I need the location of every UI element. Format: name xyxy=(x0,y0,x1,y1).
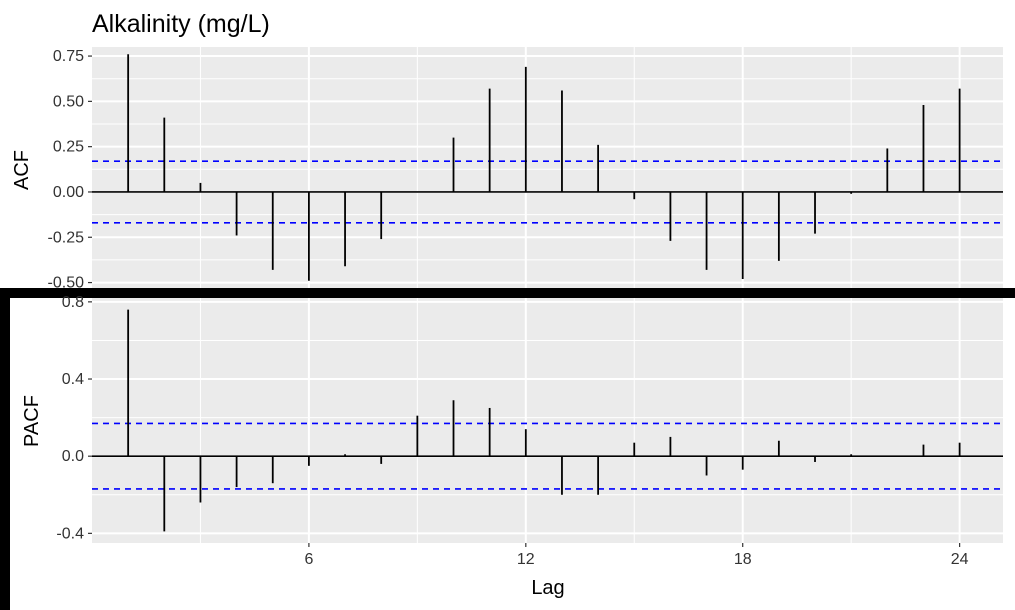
pacf-panel: 0.8 0.4 0.0 -0.4 6 12 18 24 PACF xyxy=(21,294,1003,568)
acf-panel: 0.75 0.50 0.25 0.00 -0.25 -0.50 ACF xyxy=(11,47,1003,292)
left-edge-border xyxy=(0,288,10,610)
panel-background xyxy=(92,47,1003,288)
x-tick-label: 12 xyxy=(517,551,535,568)
panel-divider xyxy=(0,288,1015,298)
y-tick-label: 0.4 xyxy=(62,371,84,388)
x-tick-label: 24 xyxy=(951,551,969,568)
y-axis-title: ACF xyxy=(11,150,33,190)
x-tick-label: 18 xyxy=(734,551,752,568)
y-tick-label: -0.25 xyxy=(48,229,85,246)
y-tick-label: -0.50 xyxy=(48,275,85,292)
y-tick-label: 0.0 xyxy=(62,448,84,465)
y-tick-label: 0.8 xyxy=(62,294,84,311)
y-tick-label: -0.4 xyxy=(56,525,84,542)
y-tick-label: 0.25 xyxy=(53,139,84,156)
y-tick-label: 0.00 xyxy=(53,184,84,201)
chart-title: Alkalinity (mg/L) xyxy=(92,10,270,38)
panel-background xyxy=(92,298,1003,543)
y-tick-label: 0.50 xyxy=(53,93,84,110)
x-tick-label: 6 xyxy=(304,551,313,568)
y-axis-title: PACF xyxy=(21,395,43,447)
x-axis-title: Lag xyxy=(531,577,564,599)
y-tick-label: 0.75 xyxy=(53,48,84,65)
